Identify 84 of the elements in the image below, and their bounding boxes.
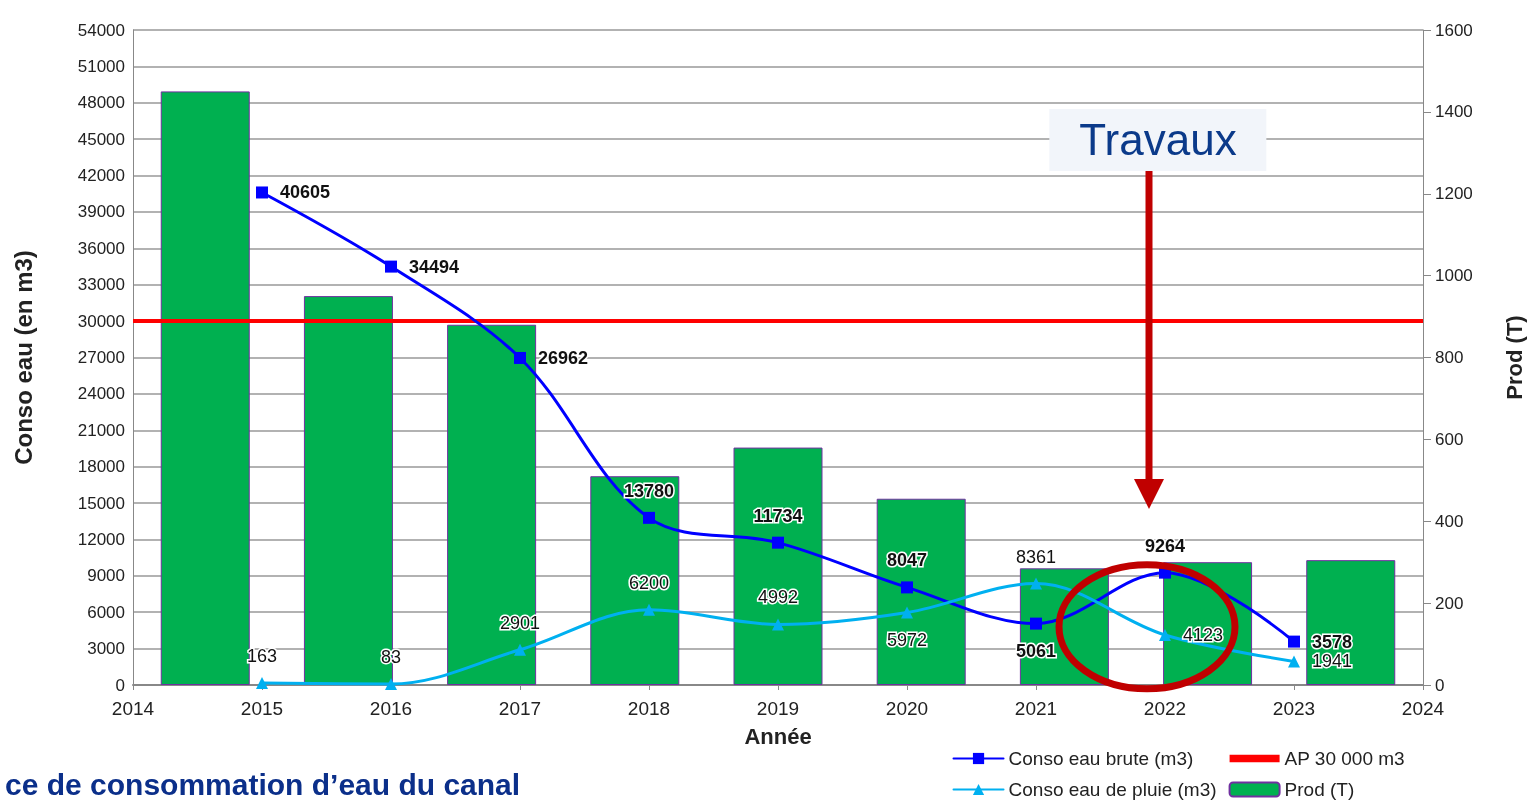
y-tick-label: 12000 [77,529,125,549]
point [514,351,526,364]
y2-tick-label: 1400 [1435,102,1473,122]
y-tick-label: 6000 [87,602,125,622]
x-tick-label: 2024 [1401,698,1445,719]
point [1288,655,1300,668]
legend-label: Conso eau brute (m3) [1008,748,1194,769]
x-tick-label: 2017 [498,698,542,719]
y-tick-label: 0 [115,675,125,695]
y-tick-label: 36000 [77,238,125,258]
data-label: 26962 [538,347,589,368]
point [901,581,913,594]
y-tick-label: 30000 [77,311,125,331]
data-label: 13780 [623,480,675,501]
text: ce de consommation d’eau du canal [5,767,521,801]
x-tick-label: 2015 [240,698,284,719]
y-tick-label: 51000 [77,56,125,76]
x-tick-label: 2018 [627,698,671,719]
data-label: 5972 [886,629,928,650]
data-label: 34494 [409,256,460,277]
y-tick-label: 21000 [77,420,125,440]
data-label: 3578 [1312,631,1353,652]
data-label: 11734 [753,505,803,526]
y2-tick-label: 400 [1435,511,1464,531]
point [385,260,397,273]
y-tick-label: 33000 [77,275,125,295]
y2-axis-title: Prod (T) [1501,315,1527,400]
y-tick-label: 3000 [87,639,125,659]
point [256,186,268,199]
y2-tick-label: 1200 [1435,184,1473,204]
y-tick-label: 39000 [77,202,125,222]
data-label: 1941 [1312,651,1353,672]
data-label: 6200 [628,572,670,593]
y-tick-label: 18000 [77,457,125,477]
data-label: 8047 [886,550,928,571]
y-tick-label: 42000 [77,166,125,186]
y-tick-label: 9000 [87,566,125,586]
point [643,603,655,616]
y2-tick-label: 600 [1435,429,1464,449]
x-tick-label: 2016 [369,698,413,719]
data-label: 4123 [1183,624,1224,645]
y2-tick-label: 200 [1435,593,1464,613]
x-axis-title: Année [744,723,812,749]
y-tick-label: 15000 [77,493,125,513]
y2-tick-label: 1000 [1435,266,1473,286]
bar [876,498,966,685]
bar [733,447,823,685]
y-tick-label: 24000 [77,384,125,404]
point [385,677,397,690]
y2-tick-label: 1600 [1435,20,1473,40]
x-tick-label: 2014 [111,698,155,719]
point [1030,617,1042,630]
point [514,643,526,656]
legend-label: Conso eau de pluie (m3) [1008,779,1217,800]
x-tick-label: 2022 [1143,698,1187,719]
y2-tick-label: 800 [1435,348,1464,367]
legend-label: Prod (T) [1284,779,1355,800]
y-tick-label: 27000 [77,348,125,367]
data-label: 8361 [1015,546,1057,567]
point [772,536,784,549]
point [1288,635,1300,648]
bar [447,324,537,685]
y-tick-label: 54000 [77,20,125,40]
y-axis-title: Conso eau (en m3) [9,250,37,465]
point [256,677,268,690]
x-tick-label: 2021 [1014,698,1058,719]
x-tick-label: 2020 [885,698,929,719]
point [901,606,913,619]
y-tick-label: 45000 [77,129,125,149]
x-tick-label: 2019 [756,698,800,719]
bar [160,91,250,685]
point [643,511,655,524]
x-tick-label: 2023 [1272,698,1316,719]
bar [590,476,680,685]
data-label: 40605 [280,182,331,203]
point [772,618,784,631]
point [1159,628,1171,641]
data-label: 9264 [1144,535,1186,556]
legend-label: AP 30 000 m3 [1284,748,1405,769]
y2-tick-label: 0 [1435,675,1445,695]
point [1030,577,1042,590]
data-label: 4992 [757,587,799,608]
annotation: Travaux [1049,109,1267,171]
y-tick-label: 48000 [77,93,125,113]
